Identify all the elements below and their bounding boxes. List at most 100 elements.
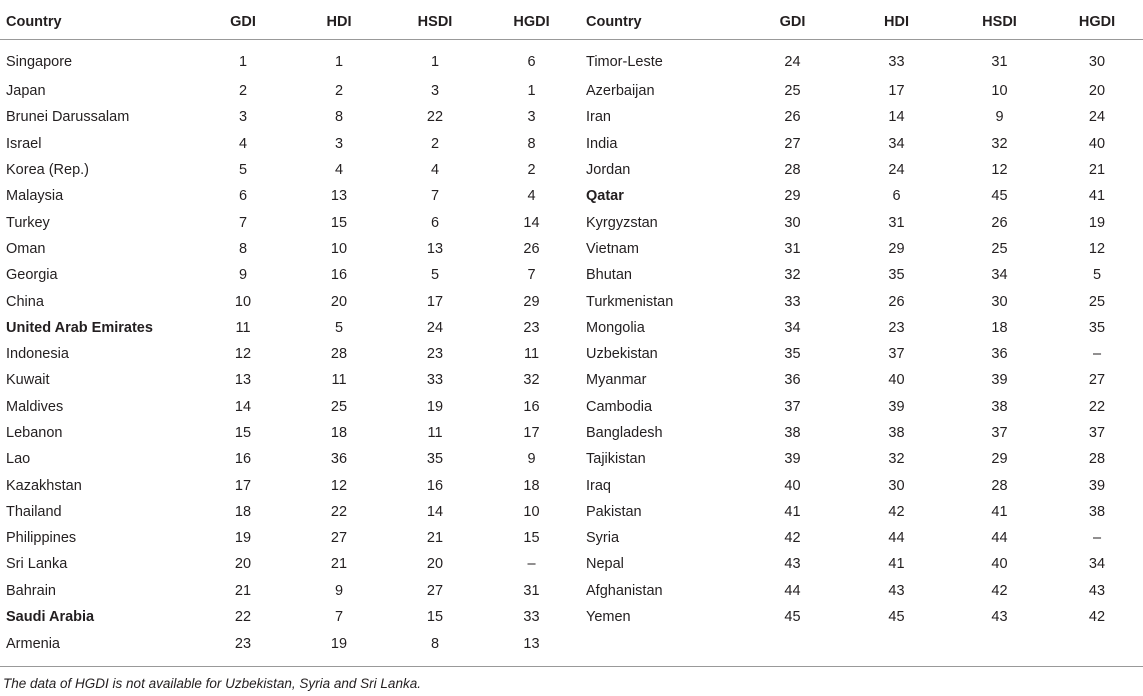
hsdi-rank-cell: 12 bbox=[991, 162, 1008, 179]
country-cell: Nepal bbox=[586, 556, 624, 573]
hdi-rank-cell: 11 bbox=[331, 372, 347, 389]
hgdi-rank-cell: 5 bbox=[1092, 267, 1102, 284]
table-row: Georgia 9 16 5 7 Bhutan 32 35 34 5 bbox=[0, 262, 1143, 288]
hgdi-rank-cell: 37 bbox=[1088, 425, 1106, 441]
hsdi-rank-cell: 32 bbox=[991, 135, 1008, 152]
hdi-rank-cell: 45 bbox=[888, 609, 905, 626]
gdi-rank-cell: 33 bbox=[784, 293, 801, 310]
country-cell: Singapore bbox=[6, 54, 73, 70]
country-cell: Georgia bbox=[6, 267, 58, 284]
hdi-rank-cell: 40 bbox=[888, 372, 905, 389]
hsdi-rank-cell: 27 bbox=[426, 582, 444, 599]
gdi-rank-cell: 25 bbox=[784, 83, 801, 100]
gdi-rank-cell: 28 bbox=[784, 162, 801, 179]
hsdi-rank-cell: 30 bbox=[991, 293, 1008, 310]
gdi-rank-cell: 32 bbox=[784, 267, 801, 284]
hsdi-rank-cell: 8 bbox=[430, 635, 440, 652]
gdi-rank-cell: 11 bbox=[235, 319, 251, 336]
hdi-rank-cell: 43 bbox=[888, 582, 905, 599]
country-cell: Qatar bbox=[586, 188, 624, 205]
hgdi-rank-cell: 2 bbox=[527, 162, 536, 179]
hsdi-rank-cell: 17 bbox=[426, 293, 444, 310]
hdi-rank-cell: 10 bbox=[330, 240, 348, 257]
hdi-rank-cell: 25 bbox=[330, 398, 348, 415]
table-body: Singapore 1 1 1 6 Timor-Leste 24 33 31 30 Japan 2 2 3… bbox=[0, 40, 1143, 661]
hgdi-rank-cell: 27 bbox=[1088, 372, 1106, 389]
country-cell bbox=[580, 630, 740, 660]
hgdi-rank-cell: 8 bbox=[527, 135, 536, 152]
header-hsdi: HSDI bbox=[948, 5, 1051, 40]
hgdi-rank-cell: 34 bbox=[1088, 556, 1106, 573]
gdi-rank-cell: 14 bbox=[234, 398, 252, 415]
country-cell: Afghanistan bbox=[586, 582, 663, 599]
hgdi-rank-cell: – bbox=[1092, 530, 1102, 547]
hsdi-rank-cell: 19 bbox=[426, 398, 444, 415]
table-row: Turkey 7 15 6 14 Kyrgyzstan 30 31 26 19 bbox=[0, 209, 1143, 235]
hsdi-rank-cell: 15 bbox=[426, 609, 444, 626]
table-row: Bahrain 21 9 27 31 Afghanistan 44 43 42 43 bbox=[0, 578, 1143, 604]
hsdi-rank-cell: 31 bbox=[991, 54, 1008, 70]
gdi-rank-cell: 17 bbox=[234, 477, 252, 494]
hsdi-rank-cell: 44 bbox=[991, 530, 1008, 547]
country-cell: Maldives bbox=[6, 398, 64, 415]
hgdi-rank-cell: 39 bbox=[1088, 477, 1106, 494]
table-row: Indonesia 12 28 23 11 Uzbekistan 35 37 36 – bbox=[0, 341, 1143, 367]
hsdi-rank-cell: 37 bbox=[991, 425, 1008, 441]
hgdi-rank-cell: 16 bbox=[523, 398, 540, 415]
hsdi-rank-cell: 10 bbox=[991, 83, 1008, 100]
country-cell: Malaysia bbox=[6, 188, 64, 205]
header-gdi: GDI bbox=[195, 5, 291, 40]
country-cell: Lao bbox=[6, 451, 31, 468]
hdi-rank-cell: 9 bbox=[334, 582, 344, 599]
gdi-rank-cell: 5 bbox=[238, 162, 248, 179]
hsdi-rank-cell: 41 bbox=[991, 503, 1008, 520]
gdi-rank-cell: 22 bbox=[234, 609, 252, 626]
gdi-rank-cell: 39 bbox=[784, 451, 801, 468]
gdi-rank-cell: 9 bbox=[238, 267, 248, 284]
table-row: Maldives 14 25 19 16 Cambodia 37 39 38 22 bbox=[0, 394, 1143, 420]
hdi-rank-cell bbox=[845, 630, 948, 660]
hsdi-rank-cell: 4 bbox=[430, 162, 440, 179]
country-cell: Korea (Rep.) bbox=[6, 162, 90, 179]
gdi-rank-cell: 40 bbox=[784, 477, 801, 494]
hgdi-rank-cell: 14 bbox=[523, 214, 540, 231]
bottom-rule bbox=[0, 666, 1143, 667]
hdi-rank-cell: 37 bbox=[888, 346, 905, 363]
header-country: Country bbox=[580, 5, 740, 40]
gdi-rank-cell: 1 bbox=[238, 54, 248, 70]
hgdi-rank-cell: 42 bbox=[1088, 609, 1106, 626]
gdi-rank-cell: 31 bbox=[784, 240, 801, 257]
country-cell: United Arab Emirates bbox=[6, 319, 153, 336]
hdi-rank-cell: 8 bbox=[334, 109, 344, 126]
hdi-rank-cell: 44 bbox=[888, 530, 905, 547]
hdi-rank-cell: 26 bbox=[888, 293, 905, 310]
hdi-rank-cell: 32 bbox=[888, 451, 905, 468]
header-row: Country GDI HDI HSDI HGDI Country GDI HD… bbox=[0, 5, 1143, 40]
table-footnote: The data of HGDI is not available for Uz… bbox=[3, 676, 421, 691]
hdi-rank-cell: 29 bbox=[888, 240, 905, 257]
hdi-rank-cell: 35 bbox=[888, 267, 905, 284]
gdi-rank-cell: 42 bbox=[784, 530, 801, 547]
hsdi-rank-cell: 3 bbox=[430, 83, 440, 100]
hdi-rank-cell: 36 bbox=[330, 451, 348, 468]
hsdi-rank-cell: 23 bbox=[426, 346, 444, 363]
hsdi-rank-cell: 22 bbox=[426, 109, 444, 126]
country-cell: Turkmenistan bbox=[586, 293, 674, 310]
country-cell: Azerbaijan bbox=[586, 83, 655, 100]
country-cell: Bahrain bbox=[6, 582, 56, 599]
gdi-rank-cell bbox=[740, 630, 845, 660]
gdi-rank-cell: 12 bbox=[234, 346, 252, 363]
hgdi-rank-cell: 15 bbox=[523, 530, 540, 547]
gdi-rank-cell: 15 bbox=[234, 425, 252, 441]
gdi-rank-cell: 45 bbox=[784, 609, 801, 626]
country-cell: Vietnam bbox=[586, 240, 639, 257]
hsdi-rank-cell: 39 bbox=[991, 372, 1008, 389]
gdi-rank-cell: 8 bbox=[238, 240, 248, 257]
hgdi-rank-cell bbox=[1051, 630, 1143, 660]
hgdi-rank-cell: 23 bbox=[523, 319, 540, 336]
header-gdi: GDI bbox=[740, 5, 845, 40]
hsdi-rank-cell: 25 bbox=[991, 240, 1008, 257]
country-cell: Uzbekistan bbox=[586, 346, 658, 363]
hdi-rank-cell: 28 bbox=[330, 346, 348, 363]
table-row: United Arab Emirates 11 5 24 23 Mongolia 34 23 1… bbox=[0, 315, 1143, 341]
